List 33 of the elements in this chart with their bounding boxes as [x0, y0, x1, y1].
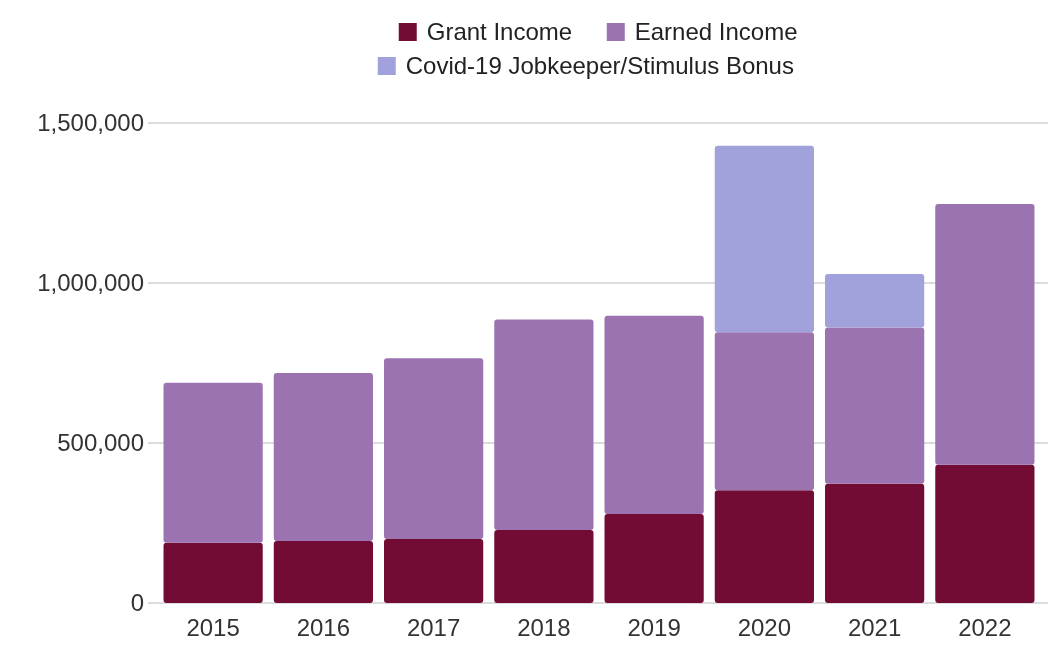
x-tick-label: 2018 — [517, 614, 571, 641]
bar — [825, 274, 925, 328]
bar — [714, 332, 814, 491]
bar — [384, 539, 484, 603]
legend-label: Grant Income — [426, 18, 573, 46]
legend-label: Earned Income — [634, 18, 798, 46]
bar — [825, 483, 925, 603]
y-tick-label: 500,000 — [57, 429, 144, 457]
x-tick-label: 2021 — [847, 614, 902, 641]
bar — [604, 315, 704, 515]
x-tick-label: 2016 — [296, 614, 351, 641]
bar — [604, 514, 704, 603]
x-tick-label: 2022 — [958, 614, 1012, 641]
y-tick-label: 1,500,000 — [37, 109, 144, 137]
bar — [163, 542, 263, 603]
x-tick-label: 2017 — [406, 614, 461, 641]
bar — [935, 464, 1035, 603]
x-tick-label: 2020 — [737, 614, 792, 641]
legend-label: Covid-19 Jobkeeper/Stimulus Bonus — [405, 52, 794, 80]
bar — [935, 203, 1035, 465]
bar — [494, 319, 594, 531]
x-tick-label: 2015 — [186, 614, 240, 641]
bar — [714, 145, 814, 333]
bar — [494, 530, 594, 603]
x-tick-label: 2019 — [627, 614, 681, 641]
bar — [384, 358, 484, 539]
bar — [163, 382, 263, 543]
bar — [825, 327, 925, 484]
y-tick-label: 1,000,000 — [37, 269, 144, 297]
bar — [714, 490, 814, 603]
y-tick-label: 0 — [130, 589, 144, 617]
bar — [273, 372, 373, 541]
bar — [273, 540, 373, 603]
